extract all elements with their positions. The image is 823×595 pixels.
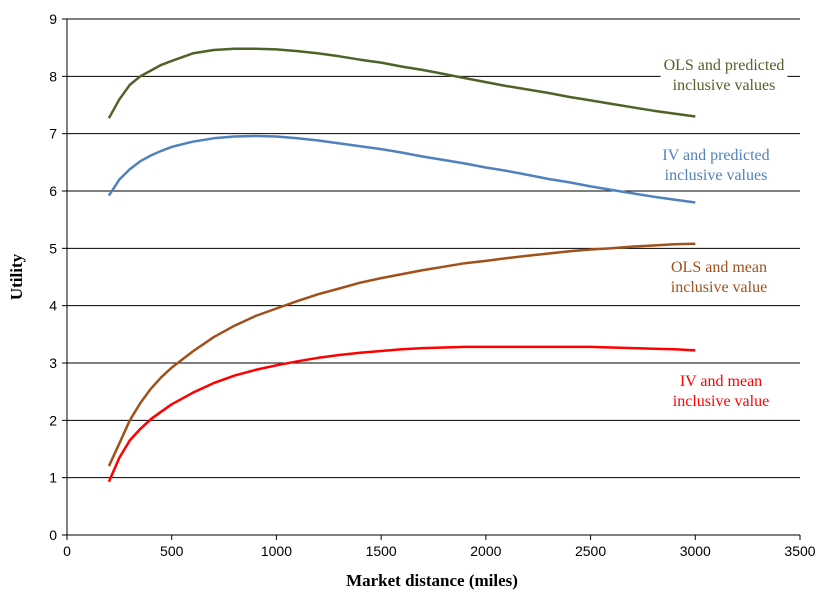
series-line-3 — [107, 345, 696, 483]
y-tick-label-0: 0 — [49, 527, 57, 543]
y-tick-label-4: 4 — [49, 298, 57, 314]
gridlines — [67, 18, 800, 479]
x-tick-label-2000: 2000 — [470, 543, 501, 559]
series-line-2 — [107, 242, 696, 467]
axes — [62, 18, 801, 540]
annotation-0-line-1: inclusive values — [673, 77, 776, 94]
annotation-3-line-1: inclusive value — [673, 393, 769, 410]
y-tick-label-8: 8 — [49, 68, 57, 84]
x-tick-labels: 0 500 1000 1500 2000 2500 3000 3500 — [63, 543, 816, 559]
y-tick-label-6: 6 — [49, 183, 57, 199]
annotation-2-line-1: inclusive value — [671, 279, 767, 296]
series-line-0 — [107, 47, 696, 119]
x-tick-label-0: 0 — [63, 543, 71, 559]
x-tick-label-1500: 1500 — [366, 543, 397, 559]
annotation-2: OLS and mean inclusive value — [671, 259, 767, 296]
x-tick-label-1000: 1000 — [261, 543, 292, 559]
x-tick-label-500: 500 — [160, 543, 184, 559]
annotation-2-line-0: OLS and mean — [671, 259, 767, 276]
y-tick-labels: 0 1 2 3 4 5 6 7 8 9 — [49, 11, 57, 543]
y-tick-label-3: 3 — [49, 355, 57, 371]
x-tick-label-3500: 3500 — [784, 543, 815, 559]
annotation-3-line-0: IV and mean — [680, 373, 762, 390]
series-line-1 — [107, 134, 696, 204]
annotation-0: OLS and predicted inclusive values — [664, 57, 785, 94]
annotation-1-line-0: IV and predicted — [662, 147, 769, 164]
annotation-0-line-0: OLS and predicted — [664, 57, 785, 74]
x-tick-label-3000: 3000 — [680, 543, 711, 559]
y-tick-label-7: 7 — [49, 126, 57, 142]
annotation-1-background — [659, 146, 773, 185]
y-tick-label-5: 5 — [49, 240, 57, 256]
y-tick-label-1: 1 — [49, 470, 57, 486]
y-axis-title: Utility — [7, 253, 26, 300]
x-axis-title: Market distance (miles) — [346, 571, 518, 590]
annotation-1: IV and predicted inclusive values — [662, 147, 769, 184]
annotation-0-background — [660, 56, 788, 95]
y-tick-label-9: 9 — [49, 11, 57, 27]
annotation-1-line-1: inclusive values — [665, 167, 768, 184]
annotation-2-background — [667, 258, 771, 297]
x-tick-label-2500: 2500 — [575, 543, 606, 559]
annotation-3: IV and mean inclusive value — [673, 373, 769, 410]
annotation-3-background — [669, 372, 773, 411]
series-lines — [107, 47, 696, 483]
y-tick-label-2: 2 — [49, 412, 57, 428]
